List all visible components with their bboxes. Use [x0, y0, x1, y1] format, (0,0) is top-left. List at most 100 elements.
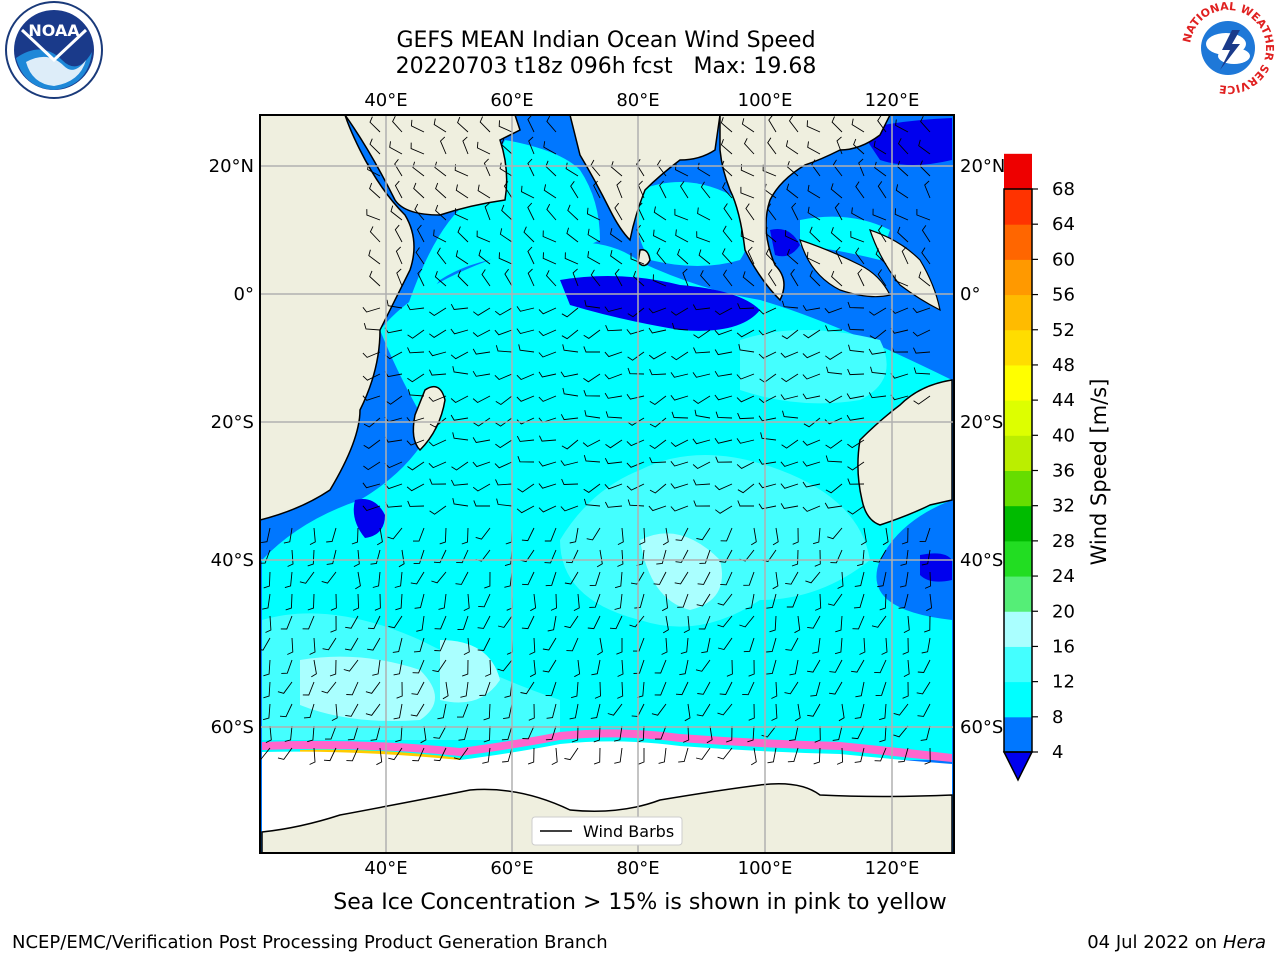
- wind-barb: [679, 659, 689, 676]
- wind-barb: [452, 432, 469, 441]
- wind-barb: [670, 307, 689, 316]
- wind-barb: [367, 637, 381, 651]
- wind-barb: [737, 412, 755, 420]
- wind-barb: [593, 725, 601, 743]
- wind-barb: [714, 349, 733, 356]
- wind-barb: [807, 703, 821, 717]
- wind-barb: [593, 747, 601, 765]
- wind-barb: [376, 747, 383, 766]
- wind-barb: [697, 571, 711, 585]
- wind-barb: [772, 571, 779, 590]
- wind-barb: [450, 414, 469, 421]
- colorbar-segment: [1004, 400, 1032, 436]
- wind-barb: [561, 478, 579, 485]
- wind-barb: [835, 246, 843, 265]
- wind-barb: [387, 527, 403, 540]
- wind-barb: [868, 392, 887, 399]
- wind-barb: [570, 181, 579, 199]
- wind-barb: [302, 615, 315, 630]
- wind-barb: [610, 249, 623, 265]
- wind-barb: [429, 307, 447, 317]
- wind-barb: [411, 681, 425, 695]
- wind-barb: [476, 230, 491, 243]
- colorbar-tick-label: 68: [1052, 179, 1075, 200]
- wind-barb: [528, 703, 535, 721]
- wind-barb: [499, 228, 513, 243]
- wind-barb: [321, 681, 337, 694]
- wind-barb: [715, 505, 733, 514]
- wind-barb: [794, 703, 801, 722]
- wind-barb: [417, 268, 425, 287]
- wind-barb: [780, 461, 799, 467]
- wind-barb: [767, 137, 777, 155]
- calm-patch-4: [920, 553, 952, 582]
- wind-barb: [807, 184, 821, 199]
- wind-barb: [802, 393, 821, 400]
- wind-barb: [806, 251, 821, 265]
- wind-barb: [894, 274, 909, 287]
- colorbar-tick-label: 64: [1052, 214, 1075, 235]
- wind-barb: [633, 270, 645, 287]
- wind-barb: [309, 637, 316, 655]
- wind-barb: [442, 681, 449, 700]
- wind-barb: [542, 659, 557, 673]
- wind-barb: [677, 248, 689, 265]
- wind-barb: [407, 347, 425, 354]
- wind-barb: [765, 248, 777, 265]
- wind-barb: [630, 571, 645, 585]
- wind-barb: [346, 747, 359, 762]
- colorbar-tick-label: 52: [1052, 320, 1075, 341]
- colorbar-tick-label: 20: [1052, 601, 1075, 622]
- wind-barb: [694, 409, 711, 419]
- lon-tick-top-80: 80°E: [616, 90, 659, 111]
- wind-barb: [871, 615, 887, 628]
- wind-barb: [714, 483, 733, 491]
- wind-barb: [538, 435, 557, 442]
- wind-barb: [736, 438, 755, 444]
- wind-barb: [472, 437, 491, 443]
- wind-barb: [475, 527, 491, 540]
- wind-barb: [590, 269, 601, 287]
- wind-barb: [362, 373, 381, 381]
- wind-barb: [369, 270, 381, 287]
- wind-barb: [659, 180, 667, 199]
- wind-barb: [627, 499, 645, 507]
- wind-barb: [570, 681, 579, 699]
- wind-barb: [385, 395, 403, 405]
- wind-barb: [434, 637, 447, 652]
- wind-barb: [846, 414, 865, 421]
- wind-barb: [394, 180, 403, 199]
- wind-barb: [597, 637, 603, 656]
- wind-barb: [717, 593, 733, 606]
- wind-barb: [260, 549, 271, 564]
- wind-barb: [562, 344, 579, 353]
- wind-barb: [450, 328, 469, 335]
- wind-barb: [393, 659, 403, 676]
- band-pale-2: [300, 656, 435, 721]
- wind-barb: [698, 249, 711, 265]
- wind-barb: [436, 247, 447, 265]
- wind-barb: [478, 593, 491, 608]
- wind-barb: [396, 268, 403, 287]
- wind-barb: [479, 681, 491, 696]
- wind-barb: [461, 527, 469, 545]
- wind-barb: [806, 120, 821, 133]
- wind-barb: [522, 725, 535, 740]
- wind-barb: [761, 725, 777, 738]
- wind-barb: [502, 747, 513, 763]
- wind-barb: [586, 527, 601, 541]
- colorbar-tick-label: 40: [1052, 425, 1075, 446]
- wind-barb: [897, 226, 909, 243]
- wind-barb: [802, 373, 821, 380]
- colorbar-tick-label: 32: [1052, 496, 1075, 517]
- wind-barb: [589, 593, 601, 608]
- wind-barb: [287, 637, 294, 655]
- wind-barb: [741, 118, 755, 133]
- wind-barb: [671, 351, 689, 361]
- wind-barb: [649, 369, 667, 376]
- wind-barb: [780, 351, 799, 358]
- wind-barb: [826, 366, 843, 375]
- wind-barb: [898, 747, 909, 763]
- wind-barb: [527, 158, 535, 177]
